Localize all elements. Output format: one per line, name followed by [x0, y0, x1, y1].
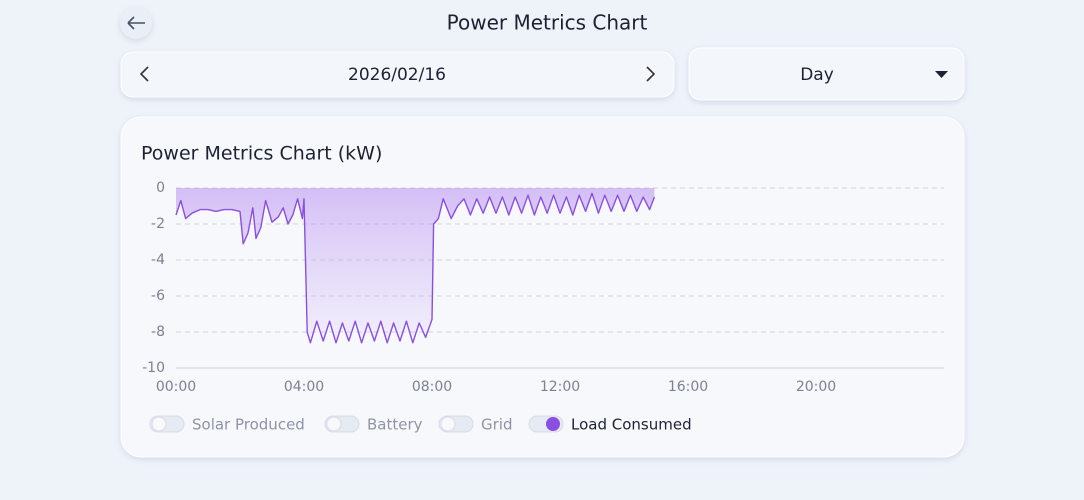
- x-tick-label: 00:00: [156, 379, 196, 395]
- period-select[interactable]: [688, 47, 965, 101]
- series-line: [175, 192, 656, 344]
- prev-date[interactable]: [139, 66, 149, 82]
- x-tick-label: 04:00: [284, 379, 324, 395]
- legend-label: Grid: [481, 416, 512, 434]
- x-tick-label: 20:00: [796, 379, 836, 395]
- x-tick-label: 16:00: [668, 379, 708, 395]
- period-label: Day: [800, 65, 834, 85]
- toggle-knob: [151, 416, 167, 432]
- y-tick-label: 0: [156, 180, 165, 196]
- chart-title: Power Metrics Chart (kW): [141, 143, 382, 165]
- toggle-knob: [440, 416, 456, 432]
- x-tick-label: 08:00: [412, 379, 452, 395]
- date-label: 2026/02/16: [348, 65, 446, 85]
- legend-label: Solar Produced: [192, 416, 305, 434]
- y-tick-label: -10: [142, 360, 165, 376]
- next-date[interactable]: [646, 66, 656, 82]
- legend-label: Load Consumed: [571, 416, 692, 434]
- area-fill: [176, 188, 655, 343]
- date-picker: [120, 51, 675, 98]
- y-tick-label: -6: [151, 288, 165, 304]
- toggle-knob: [326, 416, 342, 432]
- x-tick-label: 12:00: [540, 379, 580, 395]
- page-title: Power Metrics Chart: [447, 11, 648, 35]
- dropdown-icon: [935, 71, 948, 78]
- legend: Solar Produced Battery Grid Load Consumed: [149, 415, 692, 434]
- plot: 0 -2 -4 -6 -8 -10 00:00 04:00 08:00 12:00 16:00 20:…: [142, 180, 944, 395]
- y-tick-label: -8: [151, 324, 165, 340]
- back-icon: [127, 16, 145, 30]
- y-tick-label: -2: [151, 216, 165, 232]
- legend-label: Battery: [367, 416, 423, 434]
- y-tick-label: -4: [151, 252, 165, 268]
- chart-card: [120, 116, 965, 458]
- toggle-knob: [546, 417, 560, 431]
